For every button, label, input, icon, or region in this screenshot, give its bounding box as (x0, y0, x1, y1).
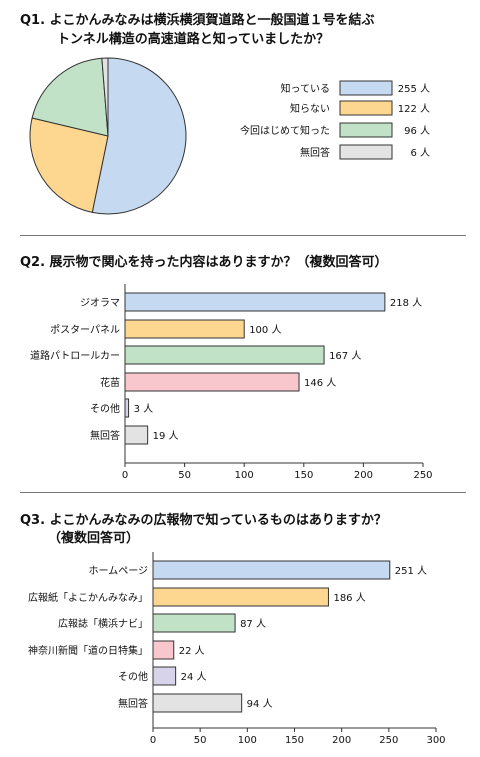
q3-category-label: 無回答 (118, 697, 148, 710)
q3-title-line1: Q3. よこかんみなみの広報物で知っているものはありますか？ (20, 513, 387, 528)
q3-bar (152, 613, 236, 633)
q1-value-label: 96 人 (404, 125, 430, 137)
q3-title-line2: （複数回答可） (48, 531, 140, 546)
q2-tick-label: 100 (235, 470, 254, 481)
q1-pie-slice (31, 57, 109, 137)
q2-bar (124, 292, 386, 312)
q2-category-label: ジオラマ (80, 297, 120, 309)
divider-2 (20, 492, 466, 493)
q3-category-label: 神奈川新聞「道の日特集」 (28, 644, 148, 657)
q3-tick-label: 50 (194, 735, 207, 746)
q3-value-label: 251 人 (395, 565, 427, 577)
q1-pie-slice (91, 57, 187, 215)
q1-value-label: 255 人 (398, 83, 430, 95)
q2-value-label: 3 人 (134, 403, 154, 415)
q3-bar-chart: 0 50 100 150 200 250 300 ホームページ 251 人広報紙「よこかんみなみ… (28, 552, 446, 746)
q3-tick-label: 150 (285, 735, 304, 746)
q3-category-label: ホームページ (89, 565, 149, 577)
q2-tick-label: 0 (122, 470, 128, 481)
q3-value-label: 87 人 (240, 618, 266, 630)
q2-category-label: 花苗 (100, 376, 120, 389)
q1-legend-swatch (339, 144, 393, 160)
q2-bar (124, 425, 149, 445)
q3-value-label: 94 人 (247, 698, 273, 710)
q1-legend-label: 知っている (281, 82, 331, 95)
q3-bar (152, 587, 329, 607)
divider-1 (20, 235, 466, 236)
q2-category-label: その他 (90, 402, 120, 415)
q2-value-label: 167 人 (329, 350, 361, 362)
q1-value-label: 122 人 (398, 103, 430, 115)
q2-tick-label: 200 (354, 470, 373, 481)
q3-category-label: その他 (118, 670, 148, 683)
q3-value-label: 186 人 (333, 592, 365, 604)
q3-bar (152, 640, 175, 660)
q3-bar (152, 666, 177, 686)
q1-legend-swatch (339, 122, 393, 138)
q3-tick-label: 300 (426, 735, 445, 746)
q1-legend-label: 知らない (290, 102, 330, 115)
q1-pie-slice (101, 57, 109, 137)
q2-value-label: 146 人 (304, 377, 336, 389)
q2-category-label: 無回答 (90, 429, 120, 442)
q3-bar (152, 560, 391, 580)
q1-title-line1: Q1. よこかんみなみは横浜横須賀道路と一般国道１号を結ぶ (20, 13, 375, 28)
q2-bar (124, 319, 245, 339)
q2-value-label: 100 人 (249, 324, 281, 336)
q3-category-label: 広報紙「よこかんみなみ」 (28, 591, 148, 604)
q1-pie-slice (29, 117, 109, 213)
q3-tick-label: 200 (332, 735, 351, 746)
q2-bar (124, 398, 130, 418)
q2-value-label: 218 人 (390, 297, 422, 309)
q1-legend-swatch (339, 80, 393, 96)
q2-value-label: 19 人 (153, 430, 179, 442)
q3-tick-label: 250 (379, 735, 398, 746)
q3-value-label: 22 人 (179, 645, 205, 657)
q2-category-label: ポスターパネル (50, 324, 120, 336)
q1-title-line2: トンネル構造の高速道路と知っていましたか？ (57, 32, 330, 47)
q2-tick-label: 150 (294, 470, 313, 481)
q1-legend-label: 今回はじめて知った (240, 124, 330, 137)
q3-tick-label: 100 (238, 735, 257, 746)
q3-tick-label: 0 (150, 735, 156, 746)
q1-legend-swatch (339, 100, 393, 116)
q3-value-label: 24 人 (181, 671, 207, 683)
q2-bar (124, 345, 325, 365)
q3-bar (152, 693, 243, 713)
q2-bar (124, 372, 300, 392)
q1-legend-label: 無回答 (300, 146, 330, 159)
q2-category-label: 道路パトロールカー (30, 349, 120, 362)
q2-tick-label: 250 (413, 470, 432, 481)
q2-title: Q2. 展示物で関心を持った内容はありますか？（複数回答可） (20, 255, 388, 270)
q3-category-label: 広報誌「横浜ナビ」 (58, 617, 148, 630)
q1-value-label: 6 人 (410, 147, 430, 159)
q2-tick-label: 50 (178, 470, 191, 481)
